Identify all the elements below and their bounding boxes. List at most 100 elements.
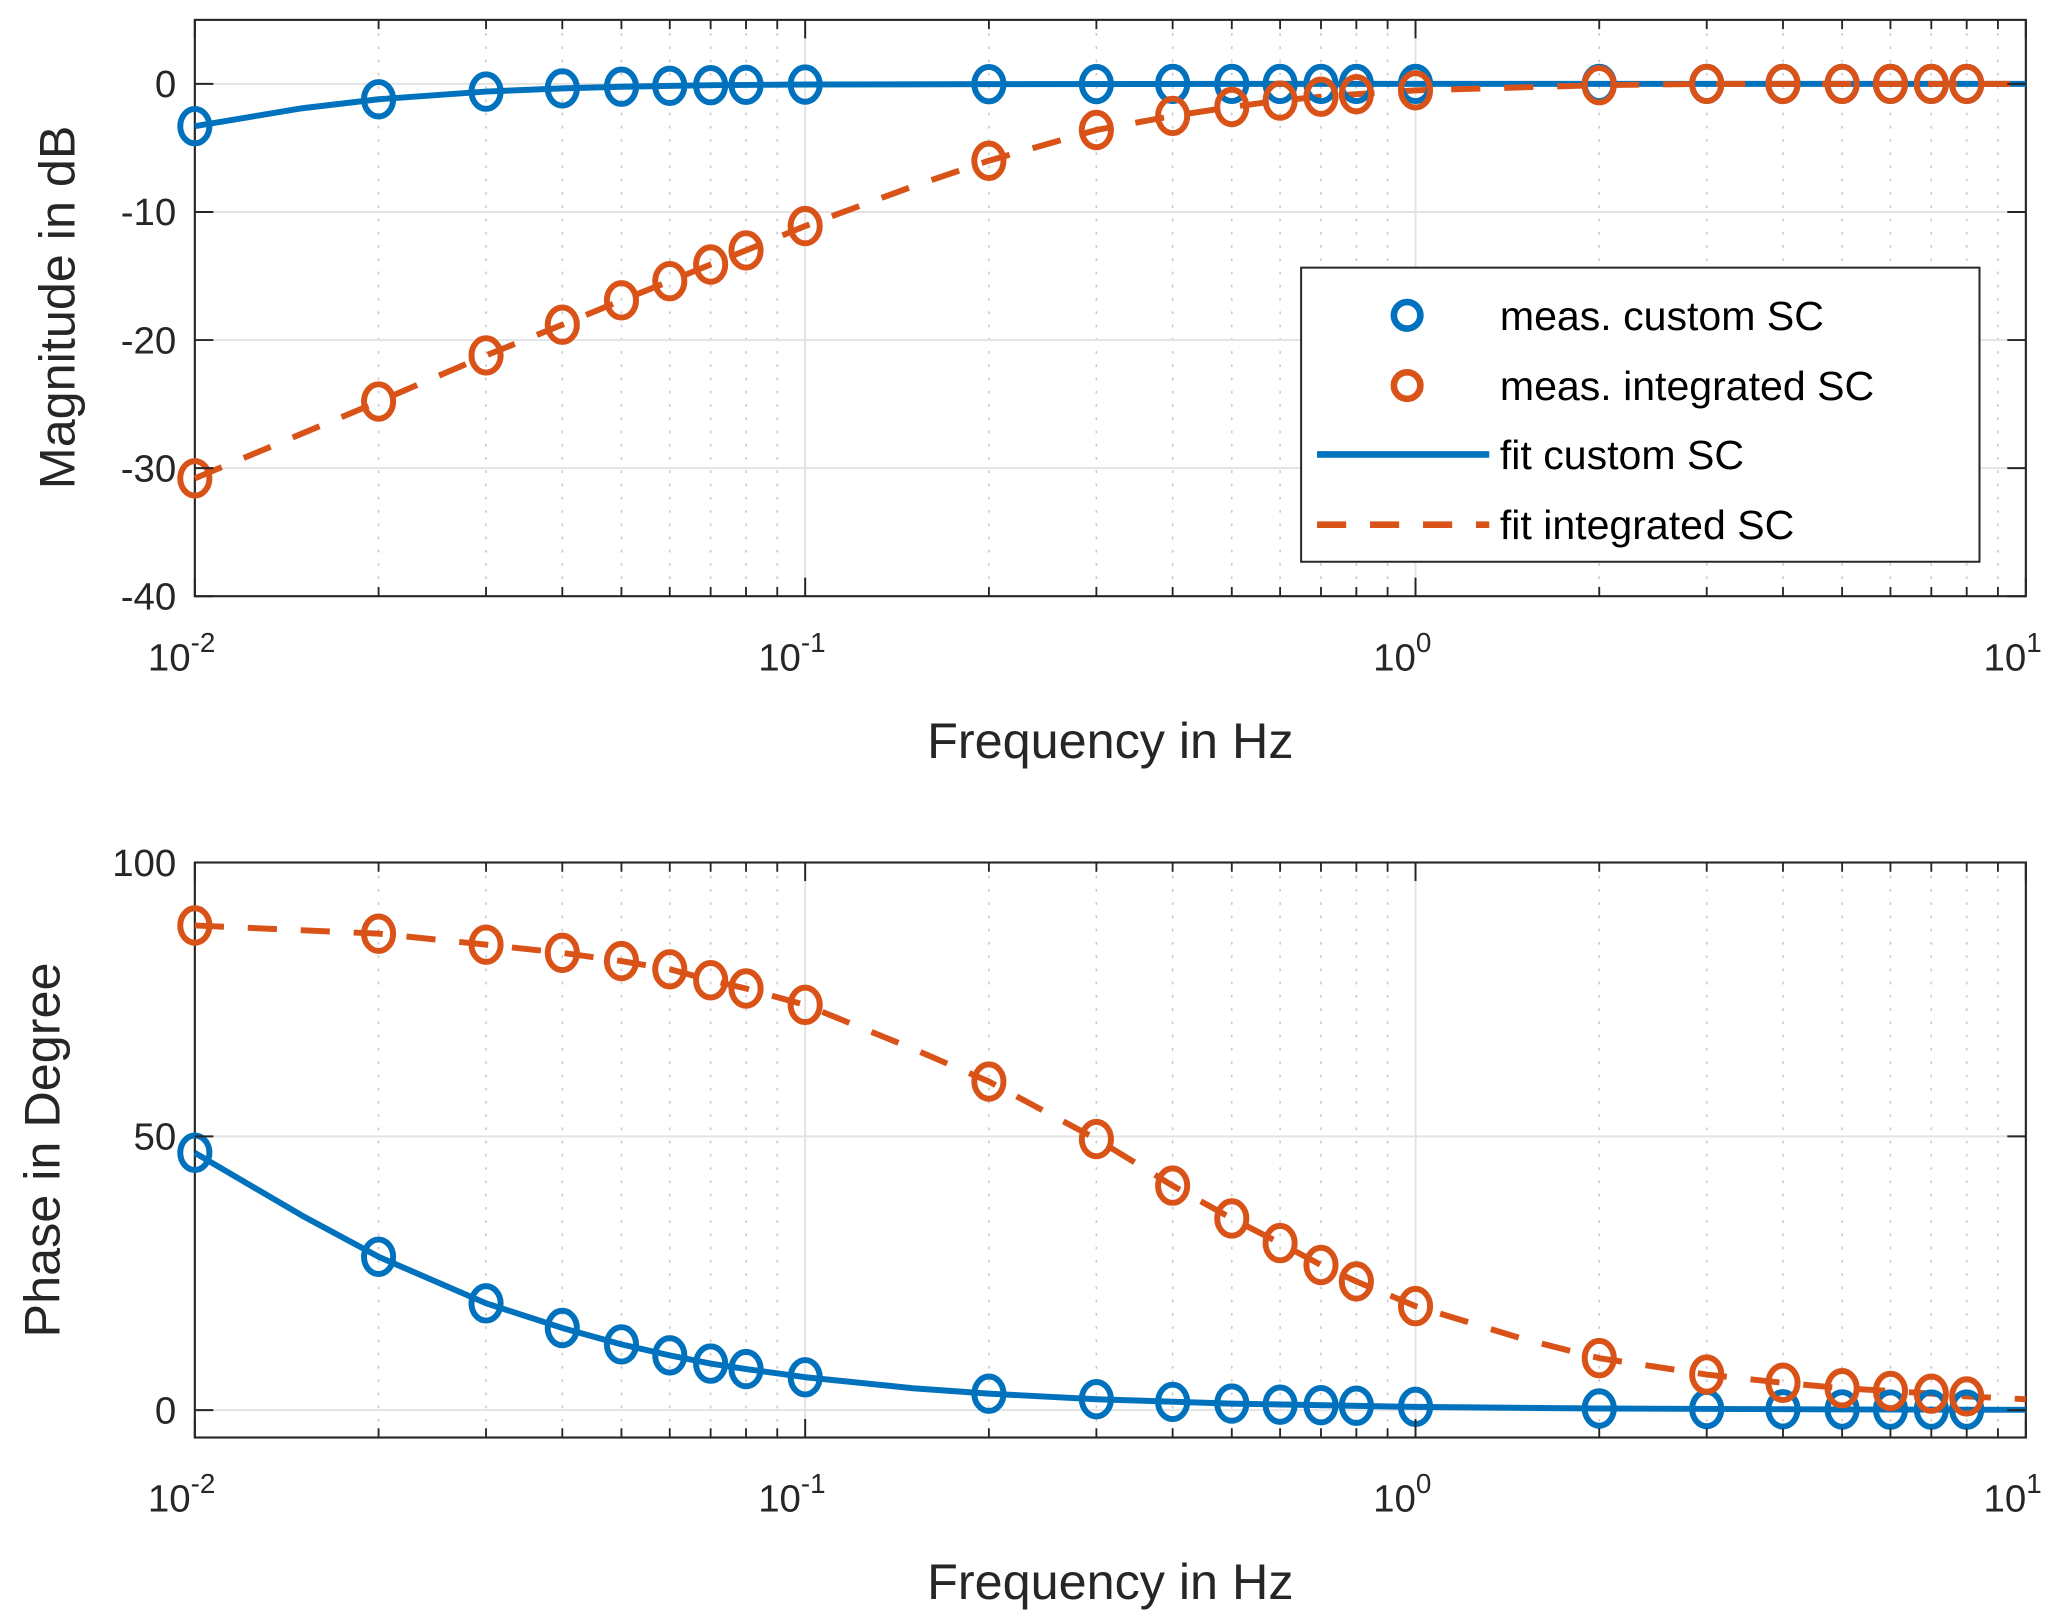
data-point [693,960,729,1001]
data-point [652,949,688,990]
data-point [468,71,504,112]
magnitude-axes: 10-2 10-1 100 101 0 -10 -20 -30 -40 Magnitude in… [28,18,2042,769]
magnitude-ticks: 10-2 10-1 100 101 0 -10 -20 -30 -40 [121,19,2042,680]
data-point [652,1335,688,1376]
data-point [971,1061,1007,1102]
data-point [1824,63,1860,105]
magnitude-y-tick-label: -30 [121,447,177,490]
legend-marker-custom-icon [1390,298,1424,332]
data-point [1303,76,1339,117]
phase-y-axis-label: Phase in Degree [14,963,71,1338]
data-point [544,932,580,974]
series-meas-integrated-sc [177,63,1985,499]
data-point [1262,1222,1298,1264]
data-point [544,68,580,109]
data-point [1078,1378,1114,1420]
legend-marker-integrated-icon [1390,368,1424,403]
data-point [1581,1337,1617,1379]
phase-series [177,905,2026,1430]
series-line-fit-custom-sc [193,1150,2026,1413]
data-point [544,1307,580,1349]
phase-x-tick-label: 10-1 [758,1468,825,1521]
data-point [787,205,823,247]
data-point [603,1324,640,1365]
data-point [728,968,764,1009]
data-point [1303,63,1339,105]
magnitude-y-tick-label: -40 [121,575,177,618]
data-point [1765,63,1801,105]
data-point [361,913,397,954]
data-point [1824,1368,1860,1409]
data-point [1765,1362,1801,1403]
phase-y-tick-label: 100 [112,842,176,885]
data-point [1155,1165,1191,1206]
data-point [1397,1285,1434,1327]
phase-ticks: 10-2 10-1 100 101 0 50 100 [112,842,2042,1521]
data-point [177,458,213,499]
data-point [1262,1384,1298,1425]
legend-label-meas-custom: meas. custom SC [1500,293,1824,339]
magnitude-x-tick-label: 100 [1373,627,1431,680]
data-point [1949,1389,1985,1430]
magnitude-x-tick-label: 101 [1983,627,2041,680]
data-point [1689,63,1725,105]
data-point [1155,1381,1191,1423]
data-point [728,230,764,271]
data-point [1872,63,1909,105]
phase-x-axis-label: Frequency in Hz [927,1553,1293,1610]
data-point [1689,1354,1725,1395]
data-point [693,244,729,285]
data-point [971,140,1007,181]
data-point [1872,1389,1909,1430]
data-point [603,940,640,982]
data-point [1303,1244,1339,1286]
data-point [652,65,688,107]
data-point [1214,1383,1250,1424]
data-point [971,1373,1007,1414]
phase-x-tick-label: 10-2 [148,1468,215,1521]
data-point [603,66,640,107]
magnitude-y-tick-label: -20 [121,319,177,362]
phase-x-tick-label: 101 [1983,1468,2041,1521]
data-point [1581,1388,1617,1429]
data-point [1338,1385,1374,1426]
magnitude-series [177,63,2026,499]
data-point [1949,1376,1985,1417]
data-point [1338,1261,1374,1302]
data-point [361,79,397,120]
data-point [544,304,580,345]
magnitude-x-axis-label: Frequency in Hz [927,712,1293,769]
data-point [728,64,764,106]
magnitude-frame [193,18,2027,598]
phase-y-tick-label: 0 [155,1389,176,1432]
data-point [1262,80,1298,121]
data-point [1765,1389,1801,1430]
data-point [1338,73,1374,115]
magnitude-y-axis-label: Magnitude in dB [28,126,85,490]
legend-label-fit-custom: fit custom SC [1500,432,1744,478]
data-point [468,924,504,965]
legend-label-meas-integrated: meas. integrated SC [1500,363,1874,409]
data-point [1155,95,1191,137]
magnitude-axes-box [193,18,2027,598]
data-point [468,1283,504,1324]
data-point [728,1348,764,1390]
data-point [693,64,729,106]
data-point [468,335,504,376]
series-line-fit-integrated-sc [193,80,2026,482]
data-point [1581,64,1617,106]
phase-axes-box [193,861,2027,1439]
data-point [1078,1118,1114,1160]
magnitude-y-tick-label: -10 [121,191,177,234]
data-point [603,280,640,321]
data-point [1214,1198,1250,1239]
legend-label-fit-integrated: fit integrated SC [1500,502,1794,548]
phase-y-tick-label: 50 [134,1116,177,1159]
magnitude-x-tick-label: 10-2 [148,627,215,680]
data-point [1824,1389,1860,1430]
data-point [787,1357,823,1398]
data-point [693,1343,729,1384]
data-point [1949,63,1985,105]
data-point [1872,1370,1909,1412]
